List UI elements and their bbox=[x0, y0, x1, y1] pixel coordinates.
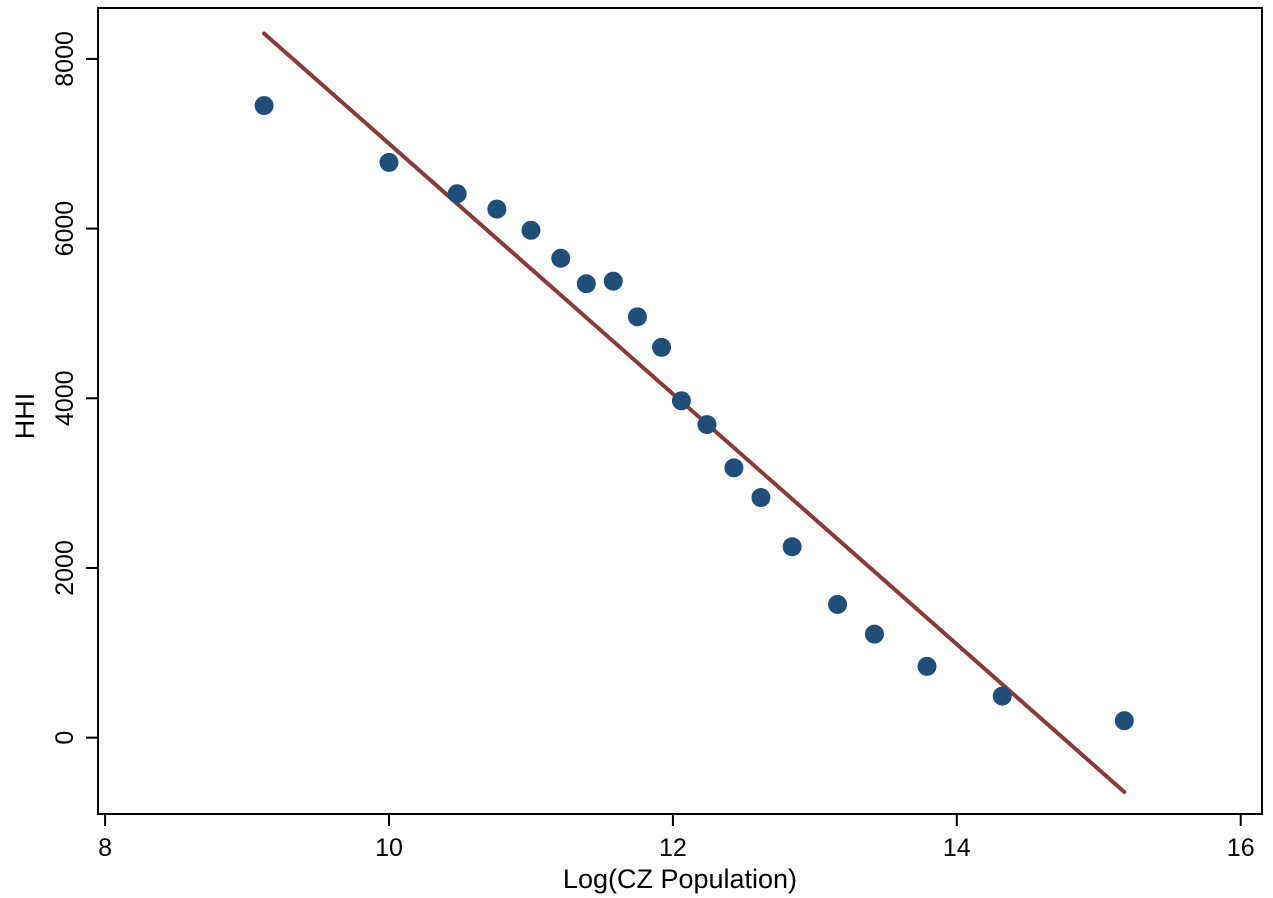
data-point bbox=[254, 96, 274, 116]
y-axis: 0 2000 4000 6000 8000 bbox=[51, 31, 98, 745]
data-point bbox=[828, 594, 848, 614]
y-axis-title: HHI bbox=[10, 393, 40, 440]
data-point bbox=[1114, 711, 1134, 731]
data-point bbox=[487, 199, 507, 219]
data-point bbox=[627, 307, 647, 327]
y-tick-label: 6000 bbox=[51, 201, 79, 257]
data-point bbox=[724, 458, 744, 478]
data-point bbox=[864, 624, 884, 644]
x-tick-label: 16 bbox=[1227, 834, 1255, 862]
x-tick-label: 12 bbox=[659, 834, 687, 862]
y-tick-label: 2000 bbox=[51, 540, 79, 596]
plot-frame bbox=[97, 7, 1263, 815]
x-tick-label: 8 bbox=[98, 834, 112, 862]
y-tick-label: 0 bbox=[51, 731, 79, 745]
data-point bbox=[447, 184, 467, 204]
data-point bbox=[576, 274, 596, 294]
data-point bbox=[917, 656, 937, 676]
x-axis: 8 10 12 14 16 bbox=[98, 814, 1255, 862]
data-point bbox=[782, 537, 802, 557]
x-tick-label: 14 bbox=[943, 834, 971, 862]
data-point bbox=[751, 488, 771, 508]
data-point bbox=[521, 220, 541, 240]
x-tick-label: 10 bbox=[375, 834, 403, 862]
y-tick-label: 4000 bbox=[51, 370, 79, 426]
data-point bbox=[992, 686, 1012, 706]
y-tick-label: 8000 bbox=[51, 31, 79, 87]
data-point bbox=[652, 337, 672, 357]
fit-line bbox=[262, 31, 1127, 794]
data-point bbox=[671, 391, 691, 411]
data-point bbox=[379, 152, 399, 172]
data-points bbox=[254, 96, 1134, 731]
data-point bbox=[697, 415, 717, 435]
x-axis-title: Log(CZ Population) bbox=[563, 864, 797, 894]
data-point bbox=[551, 248, 571, 268]
data-point bbox=[603, 271, 623, 291]
